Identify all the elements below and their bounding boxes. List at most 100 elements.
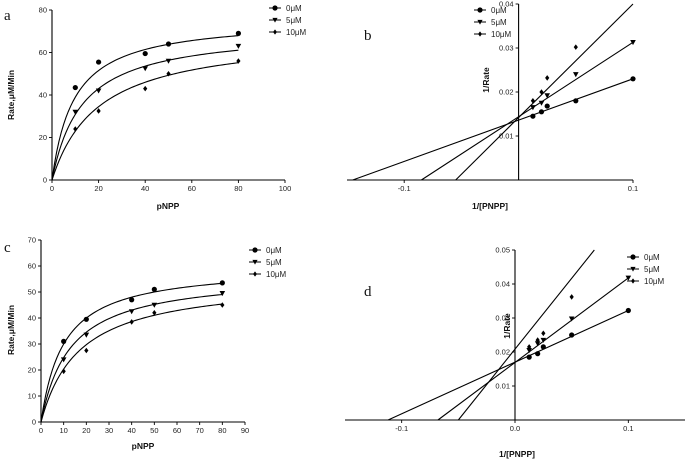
y-tick-label-a: 20	[39, 133, 47, 142]
data-point-d	[568, 316, 575, 322]
data-point-a	[235, 43, 242, 49]
data-point-d	[569, 332, 575, 338]
panel-d: d -0.1 0.0 0.1 0.01 0.02 0.03 0.04 0.05 1/[PNPP]…	[345, 246, 685, 459]
y-tick-label-c: 30	[28, 340, 36, 349]
data-point-b	[573, 44, 578, 50]
data-point-a	[235, 30, 241, 36]
fit-line-d	[457, 249, 595, 421]
fit-line-b	[352, 78, 634, 181]
panel-a: a 0 20 40 60 80 100 0 20 40 60 80 pNPP Rate,μM/Min 0μ…	[4, 4, 307, 211]
panel-letter-a: a	[4, 8, 11, 24]
y-tick-label-d: 0.01	[495, 382, 510, 391]
x-tick-label-c: 40	[127, 426, 135, 435]
x-tick-label-c: 0	[39, 426, 43, 435]
y-axis-title-a: Rate,μM/Min	[6, 70, 16, 120]
y-tick-label-c: 40	[28, 314, 36, 323]
data-point-b	[573, 98, 579, 104]
fit-line-b	[455, 3, 634, 181]
data-point-a	[96, 108, 101, 114]
x-tick-label-d: -0.1	[395, 424, 408, 433]
legend-label-b: 10μM	[491, 30, 512, 39]
y-axis-title-c: Rate,μM/Min	[6, 305, 16, 355]
data-point-b	[538, 109, 545, 115]
x-tick-label-d: 0.1	[623, 424, 633, 433]
data-point-d	[540, 344, 546, 350]
panel-letter-d: d	[364, 284, 372, 300]
x-tick-label-a: 40	[141, 184, 149, 193]
y-tick-label-b: 0.01	[499, 132, 514, 141]
data-point-a	[72, 84, 78, 91]
fit-line-d	[437, 277, 629, 421]
data-point-a	[95, 88, 102, 94]
data-point-d	[535, 337, 540, 343]
y-tick-label-c: 70	[28, 236, 36, 245]
data-point-a	[143, 85, 148, 92]
data-point-b	[538, 100, 545, 106]
y-tick-label-c: 0	[32, 418, 36, 427]
x-tick-label-a: 100	[279, 184, 292, 193]
fit-curve-a	[51, 62, 239, 181]
legend-a: 0μM 5μM 10μM	[269, 4, 307, 37]
data-point-c	[129, 319, 134, 325]
data-point-c	[83, 332, 90, 338]
x-tick-label-a: 20	[94, 184, 102, 193]
panel-letter-b: b	[364, 28, 372, 44]
data-point-d	[535, 351, 541, 357]
legend-marker-c	[252, 259, 258, 265]
legend-marker-a	[272, 17, 278, 23]
legend-marker-a	[273, 29, 277, 35]
data-point-c	[128, 309, 135, 315]
x-axis-title-d: 1/[PNPP]	[499, 449, 535, 459]
fit-line-d	[387, 310, 629, 421]
x-tick-label-b: 0.1	[628, 184, 638, 193]
data-point-b	[573, 72, 579, 78]
data-point-a	[165, 41, 172, 47]
legend-marker-d	[630, 266, 636, 272]
data-point-c	[83, 316, 89, 322]
x-tick-label-a: 80	[234, 184, 242, 193]
x-tick-label-d: 0.0	[510, 424, 520, 433]
legend-label-b: 5μM	[491, 18, 507, 27]
data-point-a	[96, 59, 102, 65]
legend-marker-c	[252, 247, 258, 253]
data-point-c	[219, 280, 225, 286]
data-point-a	[72, 109, 79, 115]
y-tick-label-d: 0.02	[495, 348, 510, 357]
data-point-b	[545, 75, 550, 81]
data-point-c	[151, 286, 157, 292]
legend-marker-a	[272, 5, 278, 11]
legend-marker-b	[478, 31, 482, 37]
data-point-c	[220, 302, 225, 308]
legend-marker-d	[630, 254, 636, 260]
legend-label-a: 10μM	[286, 28, 307, 37]
x-axis-title-c: pNPP	[132, 441, 155, 451]
panel-c: c 0 10 20 30 40 50 60 70 80 90 0 10 20 30 40 50 60 70 pNPP…	[4, 236, 287, 452]
data-point-b	[544, 103, 550, 109]
y-tick-label-b: 0.04	[499, 0, 514, 9]
legend-label-c: 0μM	[266, 246, 282, 255]
data-point-d	[534, 341, 541, 347]
data-point-c	[152, 310, 157, 316]
x-tick-label-c: 50	[150, 426, 158, 435]
data-point-d	[625, 307, 631, 314]
fit-curve-a	[51, 35, 239, 181]
y-axis-title-b: 1/Rate	[481, 67, 491, 93]
data-point-a	[166, 70, 171, 77]
x-tick-label-a: 0	[50, 184, 54, 193]
data-point-a	[142, 66, 148, 72]
data-point-d	[625, 275, 632, 281]
data-point-c	[61, 338, 67, 344]
data-point-d	[569, 294, 574, 300]
data-point-c	[84, 347, 89, 354]
y-tick-label-c: 60	[28, 262, 36, 271]
x-tick-label-c: 70	[195, 426, 203, 435]
data-point-d	[526, 354, 532, 360]
legend-label-c: 10μM	[266, 270, 287, 279]
legend-b: 0μM 5μM 10μM	[474, 6, 512, 39]
legend-marker-d	[631, 278, 635, 284]
legend-marker-c	[253, 271, 257, 277]
y-tick-label-c: 20	[28, 366, 36, 375]
legend-marker-b	[477, 19, 483, 25]
x-tick-label-c: 30	[105, 426, 113, 435]
legend-label-b: 0μM	[491, 6, 507, 15]
